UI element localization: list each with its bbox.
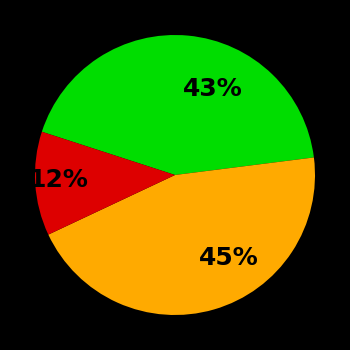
Text: 45%: 45% [199,246,259,270]
Wedge shape [48,158,315,315]
Wedge shape [42,35,314,175]
Wedge shape [35,132,175,234]
Text: 43%: 43% [183,77,243,100]
Text: 12%: 12% [28,168,88,192]
